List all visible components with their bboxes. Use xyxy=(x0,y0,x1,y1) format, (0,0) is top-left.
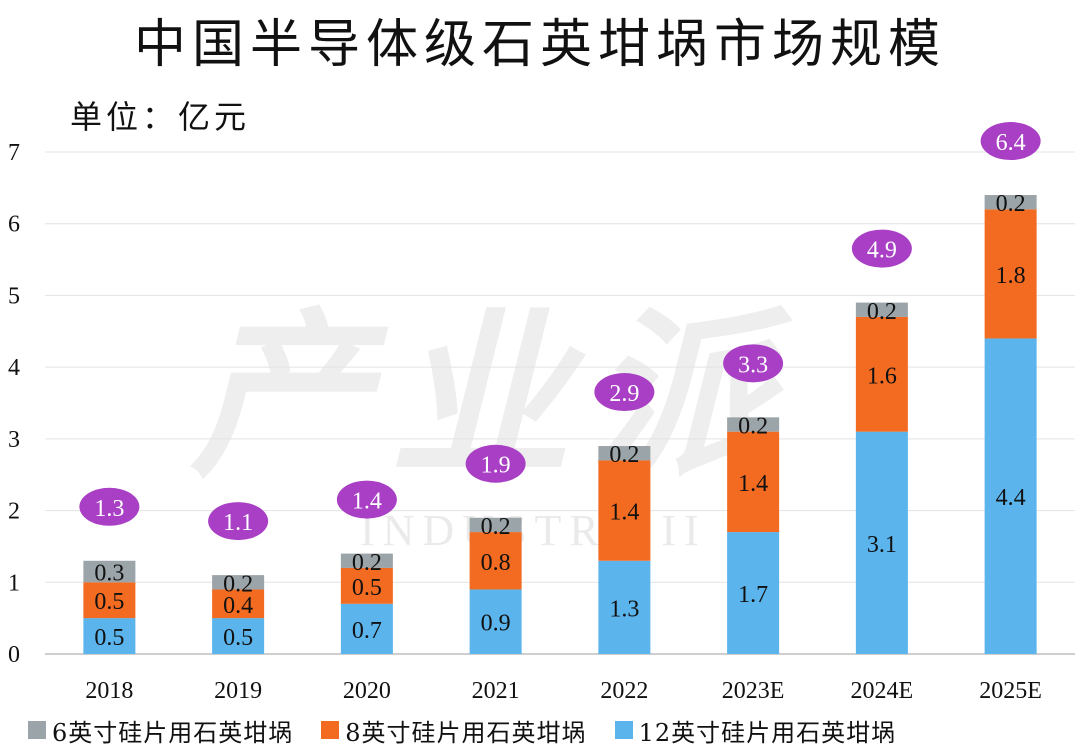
total-badge xyxy=(208,502,269,541)
bar-segment xyxy=(83,618,136,654)
bar-segment xyxy=(984,195,1037,210)
bar-segment xyxy=(984,209,1037,339)
bar-segment xyxy=(83,582,136,619)
data-label: 0.5 xyxy=(94,625,124,651)
data-label: 0.2 xyxy=(738,414,768,440)
x-tick-label: 2020 xyxy=(343,678,391,704)
bar-segment xyxy=(212,589,265,619)
y-tick-label: 0 xyxy=(8,642,20,668)
data-label: 1.4 xyxy=(609,500,639,526)
legend-label-6inch: 6英寸硅片用石英坩埚 xyxy=(52,718,294,747)
legend-item-12inch: 12英寸硅片用石英坩埚 xyxy=(614,713,897,748)
legend-label-8inch: 8英寸硅片用石英坩埚 xyxy=(345,718,587,747)
data-label: 0.8 xyxy=(481,550,511,576)
bar-segment xyxy=(340,567,393,604)
bar-segment xyxy=(469,517,522,533)
data-label: 4.4 xyxy=(996,485,1026,511)
bar-segment xyxy=(727,532,780,654)
legend-swatch-6inch xyxy=(28,721,46,739)
data-label: 0.2 xyxy=(352,550,382,576)
bar-segment xyxy=(598,460,651,561)
bar-segment xyxy=(212,575,265,590)
chart-legend: 6英寸硅片用石英坩埚 8英寸硅片用石英坩埚 12英寸硅片用石英坩埚 xyxy=(28,712,1078,748)
bar-segment xyxy=(598,560,651,654)
bar-segment xyxy=(469,589,522,654)
data-label: 0.2 xyxy=(223,571,253,597)
y-tick-label: 7 xyxy=(8,140,20,166)
x-tick-label: 2019 xyxy=(214,678,262,704)
bar-segment xyxy=(727,431,780,533)
x-tick-label: 2021 xyxy=(472,678,520,704)
total-badge xyxy=(465,444,526,483)
bar-segment xyxy=(984,338,1037,654)
bar-segment xyxy=(727,417,780,432)
y-tick-label: 3 xyxy=(8,427,20,453)
data-label: 0.5 xyxy=(352,575,382,601)
total-label: 1.1 xyxy=(223,510,253,536)
total-badge xyxy=(336,480,397,519)
y-tick-label: 1 xyxy=(8,570,20,596)
legend-item-6inch: 6英寸硅片用石英坩埚 xyxy=(28,713,293,748)
bar-segment xyxy=(212,618,265,654)
bar-segment xyxy=(855,302,908,317)
data-label: 0.2 xyxy=(481,514,511,540)
data-label: 0.9 xyxy=(481,611,511,637)
total-label: 2.9 xyxy=(609,381,639,407)
data-label: 3.1 xyxy=(867,532,897,558)
x-tick-label: 2022 xyxy=(600,678,648,704)
total-label: 4.9 xyxy=(867,238,897,264)
data-label: 0.2 xyxy=(867,299,897,325)
data-label: 0.3 xyxy=(94,561,124,587)
data-label: 1.8 xyxy=(996,263,1026,289)
bar-segment xyxy=(83,560,136,583)
total-badge xyxy=(79,487,140,526)
stacked-bar-chart: 012345670.50.50.31.320180.50.40.21.12019… xyxy=(8,122,1075,704)
data-label: 1.4 xyxy=(738,471,768,497)
bar-segment xyxy=(469,532,522,590)
y-tick-label: 2 xyxy=(8,499,20,525)
total-label: 1.3 xyxy=(94,496,124,522)
bar-segment xyxy=(340,603,393,654)
total-badge xyxy=(723,344,784,383)
total-badge xyxy=(851,229,912,268)
legend-swatch-12inch xyxy=(614,721,633,739)
chart-title: 中国半导体级石英坩埚市场规模 xyxy=(133,15,946,75)
total-label: 6.4 xyxy=(996,130,1026,156)
total-label: 1.4 xyxy=(352,489,382,515)
data-label: 0.2 xyxy=(609,442,639,468)
x-tick-label: 2025E xyxy=(979,678,1042,704)
data-label: 0.4 xyxy=(223,593,253,619)
x-tick-label: 2024E xyxy=(851,678,914,704)
total-badge xyxy=(980,122,1041,161)
total-label: 1.9 xyxy=(481,453,511,479)
legend-item-8inch: 8英寸硅片用石英坩埚 xyxy=(321,713,586,748)
y-tick-label: 4 xyxy=(8,355,20,381)
legend-label-12inch: 12英寸硅片用石英坩埚 xyxy=(638,718,897,747)
bar-segment xyxy=(855,316,908,432)
data-label: 0.7 xyxy=(352,618,382,644)
total-badge xyxy=(594,373,655,412)
data-label: 0.2 xyxy=(996,191,1026,217)
total-label: 3.3 xyxy=(738,352,768,378)
bar-segment xyxy=(598,446,651,461)
data-label: 1.7 xyxy=(738,582,768,608)
data-label: 1.6 xyxy=(867,363,897,389)
y-tick-label: 5 xyxy=(8,283,20,309)
legend-swatch-8inch xyxy=(321,721,340,739)
unit-label: 单位：亿元 xyxy=(70,98,251,136)
y-tick-label: 6 xyxy=(8,212,20,238)
x-tick-label: 2023E xyxy=(722,678,785,704)
data-label: 1.3 xyxy=(609,596,639,622)
data-label: 0.5 xyxy=(223,625,253,651)
bar-segment xyxy=(855,431,908,654)
data-label: 0.5 xyxy=(94,589,124,615)
x-tick-label: 2018 xyxy=(85,678,133,704)
bar-segment xyxy=(340,553,393,568)
